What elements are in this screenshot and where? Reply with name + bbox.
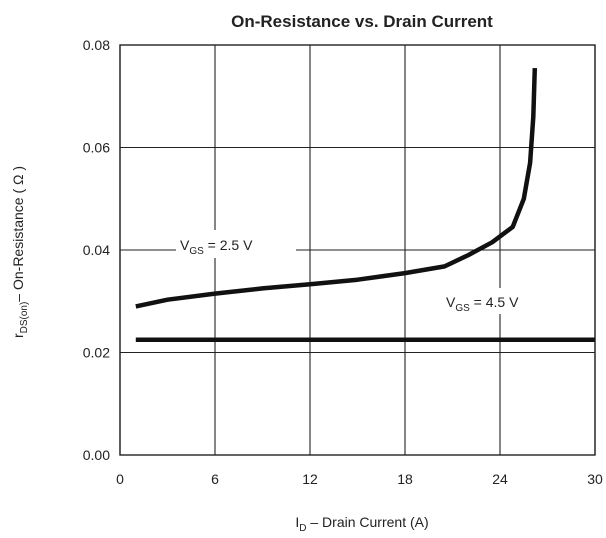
series-line-1 bbox=[135, 68, 538, 309]
series-1-label-main: V bbox=[180, 237, 190, 253]
series-vgs-4-5-label: VGS = 4.5 V bbox=[442, 288, 554, 314]
x-tick-label: 0 bbox=[116, 471, 124, 487]
series-layer bbox=[135, 68, 595, 342]
x-axis-label-main: I bbox=[295, 514, 299, 530]
series-1-label-sub: GS bbox=[189, 246, 204, 257]
x-tick-label: 18 bbox=[397, 471, 413, 487]
series-2-label-main: V bbox=[446, 294, 456, 310]
x-tick-label: 12 bbox=[302, 471, 318, 487]
x-tick-label: 30 bbox=[587, 471, 603, 487]
chart-title: On-Resistance vs. Drain Current bbox=[231, 12, 493, 31]
x-axis-label: ID – Drain Current (A) bbox=[295, 514, 428, 534]
series-2-label-sub: GS bbox=[455, 303, 470, 314]
series-1-label-rest: = 2.5 V bbox=[204, 237, 253, 253]
x-tick-label: 24 bbox=[492, 471, 508, 487]
x-axis-label-sub: D bbox=[299, 523, 306, 534]
y-axis-label-rest: – On-Resistance ( Ω ) bbox=[10, 166, 26, 302]
y-tick-label: 0.06 bbox=[83, 140, 110, 156]
x-tick-label: 6 bbox=[211, 471, 219, 487]
y-axis-label: rDS(on)– On-Resistance ( Ω ) bbox=[10, 166, 30, 338]
y-tick-label: 0.04 bbox=[83, 242, 110, 258]
y-axis-label-main: r bbox=[10, 333, 26, 338]
y-axis-label-sub: DS(on) bbox=[19, 302, 30, 334]
svg-text:VGS = 2.5 V: VGS = 2.5 V bbox=[180, 237, 253, 257]
y-tick-label: 0.08 bbox=[83, 37, 110, 53]
tick-labels: 0 6 12 18 24 30 0.00 0.02 0.04 0.06 0.08 bbox=[83, 37, 603, 487]
plot-frame bbox=[119, 44, 596, 456]
x-axis-label-rest: – Drain Current (A) bbox=[306, 514, 428, 530]
svg-text:VGS = 4.5 V: VGS = 4.5 V bbox=[446, 294, 519, 314]
series-2-label-rest: = 4.5 V bbox=[470, 294, 519, 310]
y-tick-label: 0.00 bbox=[83, 447, 110, 463]
y-tick-label: 0.02 bbox=[83, 345, 110, 361]
series-vgs-2-5-label: VGS = 2.5 V bbox=[176, 230, 296, 258]
